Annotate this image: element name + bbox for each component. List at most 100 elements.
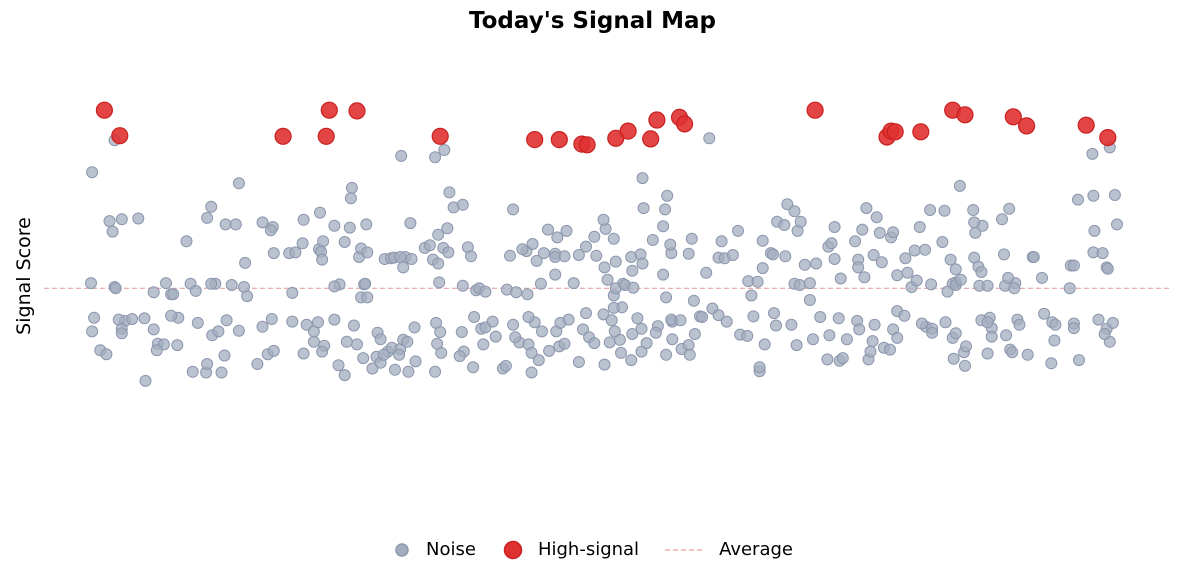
noise-point — [357, 352, 370, 365]
high-signal-point — [348, 102, 366, 120]
noise-point — [913, 221, 926, 233]
noise-point — [344, 192, 357, 205]
noise-point — [751, 275, 764, 288]
noise-point — [225, 279, 238, 291]
noise-point — [558, 250, 571, 263]
noise-point — [1096, 247, 1109, 260]
noise-point — [947, 352, 960, 365]
noise-point — [189, 284, 202, 297]
noise-point — [1108, 189, 1121, 201]
legend-noise-marker — [395, 543, 409, 557]
noise-point — [1049, 318, 1062, 331]
noise-point — [770, 319, 782, 332]
noise-point — [924, 204, 937, 216]
noise-point — [807, 333, 819, 346]
noise-point — [1021, 348, 1034, 361]
noise-point — [793, 279, 806, 291]
noise-point — [432, 257, 445, 270]
noise-point — [340, 335, 353, 348]
noise-point — [532, 354, 545, 367]
noise-point — [316, 253, 329, 266]
noise-point — [465, 250, 477, 263]
noise-point — [467, 361, 480, 374]
noise-point — [171, 339, 184, 352]
noise-point — [1000, 329, 1013, 342]
noise-point — [106, 225, 119, 238]
noise-point — [526, 238, 539, 250]
noise-point — [338, 236, 351, 248]
noise-point — [180, 235, 193, 248]
legend-item-average: Average — [665, 538, 793, 562]
noise-point — [868, 318, 881, 331]
noise-point — [338, 369, 351, 382]
noise-point — [867, 249, 880, 261]
high-signal-point — [274, 127, 292, 145]
noise-point — [147, 286, 160, 299]
noise-point — [625, 354, 638, 367]
noise-point — [712, 309, 725, 322]
noise-point — [543, 344, 556, 357]
noise-point — [138, 312, 151, 325]
noise-point — [1111, 218, 1123, 231]
noise-point — [626, 264, 639, 277]
noise-point — [468, 311, 481, 323]
noise-point — [778, 219, 791, 231]
noise-point — [1101, 262, 1114, 275]
high-signal-point — [320, 101, 338, 119]
noise-point — [115, 213, 128, 226]
noise-point — [402, 365, 415, 378]
noise-point — [858, 271, 871, 284]
noise-point — [525, 346, 538, 359]
noise-point — [840, 333, 853, 346]
noise-point — [433, 276, 446, 289]
noise-point — [264, 224, 277, 237]
high-signal-point — [956, 106, 974, 124]
noise-point — [86, 166, 99, 179]
noise-point — [849, 235, 862, 248]
noise-point — [949, 327, 962, 340]
noise-point — [747, 310, 760, 323]
noise-point — [646, 234, 659, 246]
noise-point — [401, 335, 414, 348]
noise-point — [215, 366, 228, 379]
noise-point — [558, 337, 571, 350]
high-signal-point — [550, 131, 568, 149]
noise-point — [328, 219, 341, 232]
noise-point — [239, 256, 252, 269]
noise-point — [899, 252, 912, 265]
noise-point — [601, 273, 614, 286]
noise-point — [703, 132, 716, 145]
noise-point — [205, 277, 218, 290]
noise-point — [366, 362, 379, 375]
noise-point — [423, 239, 436, 252]
noise-point — [1098, 328, 1111, 340]
noise-point — [1106, 316, 1119, 329]
noise-point — [939, 316, 952, 329]
noise-point — [915, 317, 928, 330]
high-signal-series — [95, 101, 1117, 154]
noise-point — [429, 151, 442, 164]
noise-point — [609, 255, 622, 268]
noise-point — [441, 222, 454, 235]
noise-point — [891, 331, 904, 344]
noise-point — [910, 274, 923, 287]
noise-point — [289, 246, 302, 259]
noise-point — [408, 321, 421, 334]
noise-point — [853, 323, 866, 336]
noise-point — [626, 328, 639, 340]
noise-point — [109, 282, 122, 295]
noise-point — [218, 349, 231, 362]
noise-point — [856, 223, 869, 236]
noise-point — [756, 234, 769, 247]
noise-point — [510, 286, 523, 299]
noise-point — [953, 179, 966, 192]
high-signal-point — [648, 111, 666, 129]
noise-point — [431, 337, 444, 350]
noise-point — [682, 247, 695, 260]
noise-point — [312, 316, 324, 329]
noise-point — [635, 322, 648, 335]
noise-point — [649, 326, 662, 339]
noise-point — [981, 347, 994, 360]
noise-point — [479, 285, 492, 298]
legend-average-marker — [665, 549, 706, 551]
